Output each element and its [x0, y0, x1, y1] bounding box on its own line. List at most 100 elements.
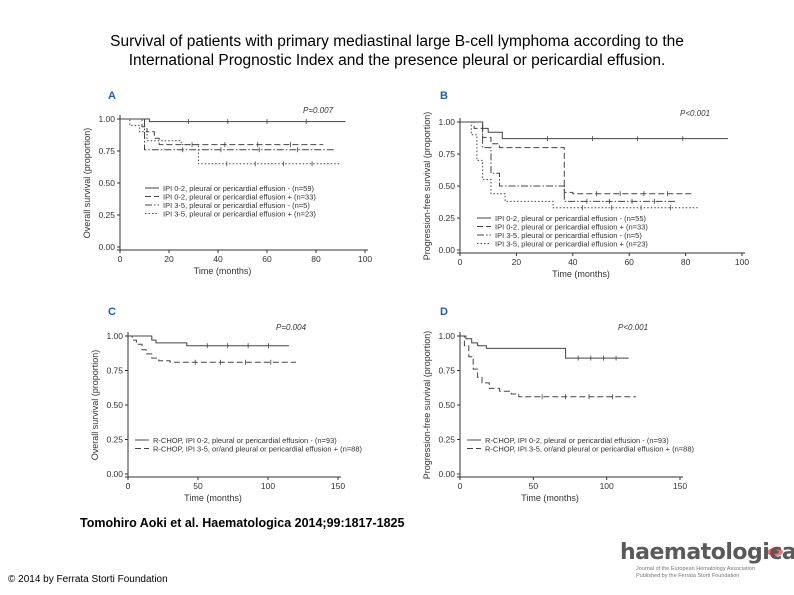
legend-entry: R-CHOP, IPI 3-5, or/and pleural or peric… — [485, 445, 694, 454]
panel-a: A 0.00 0.25 0.50 0.75 1.00 0 20 40 60 80 100 Time (m… — [80, 84, 380, 284]
x-tick-label: 100 — [735, 257, 749, 267]
y-tick-label: 1.00 — [98, 114, 115, 124]
y-tick-label: 0.25 — [438, 213, 455, 223]
x-tick-label: 20 — [512, 257, 522, 267]
x-tick-label: 0 — [118, 254, 123, 264]
p-value: P<0.001 — [618, 323, 648, 332]
legend-entry: IPI 0-2, pleural or pericardial effusion… — [495, 223, 648, 232]
km-curve — [460, 121, 692, 195]
y-tick-label: 0.75 — [438, 149, 455, 159]
y-tick-label: 0.75 — [438, 366, 455, 376]
p-value: P=0.007 — [303, 106, 334, 115]
y-tick-label: 0.25 — [106, 435, 123, 445]
chart-d: D 0.00 0.25 0.50 0.75 1.00 0 50 100 150 Time (mont… — [422, 306, 694, 503]
chart-c: C 0.00 0.25 0.50 0.75 1.00 0 50 100 150 Time (mont… — [90, 306, 362, 503]
x-tick-label: 0 — [126, 481, 131, 491]
y-tick-label: 0.25 — [438, 435, 455, 445]
km-curve — [120, 118, 324, 146]
legend-entry: R-CHOP, IPI 0-2, pleural or pericardial … — [485, 436, 669, 445]
panel-d: D 0.00 0.25 0.50 0.75 1.00 0 50 100 150 Time (mont… — [412, 300, 712, 505]
y-tick-label: 0.25 — [98, 210, 115, 220]
km-curve — [460, 121, 728, 140]
x-tick-label: 150 — [673, 481, 687, 491]
logo-wordmark: haematologica — [620, 540, 794, 565]
y-tick-label: 0.50 — [106, 400, 123, 410]
copyright: © 2014 by Ferrata Storti Foundation — [8, 574, 168, 585]
chart-body: A 0.00 0.25 0.50 0.75 1.00 0 20 40 60 80 100 Time (m… — [82, 90, 372, 276]
km-curve — [460, 335, 636, 398]
x-axis-label: Time (months) — [521, 493, 579, 503]
haematologica-logo: haematologica Journal of the European He… — [600, 540, 794, 585]
title-line-2: International Prognostic Index and the p… — [128, 52, 666, 69]
x-tick-label: 50 — [529, 481, 539, 491]
km-curve — [120, 118, 346, 123]
x-tick-label: 0 — [458, 257, 463, 267]
y-tick-label: 0.00 — [438, 469, 455, 479]
y-tick-label: 0.50 — [98, 178, 115, 188]
panel-letter: D — [440, 306, 448, 318]
x-tick-label: 60 — [624, 257, 634, 267]
p-value: P=0.004 — [276, 323, 307, 332]
legend-entry: IPI 0-2, pleural or pericardial effusion… — [495, 214, 646, 223]
km-curve — [120, 118, 336, 151]
km-curve — [460, 121, 700, 209]
x-axis-label: Time (months) — [184, 493, 242, 503]
y-axis-label: Progression-free survival (proportion) — [422, 331, 432, 480]
x-tick-label: 50 — [193, 481, 203, 491]
km-curve — [128, 335, 296, 363]
legend-entry: IPI 0-2, pleural or pericardial effusion… — [163, 193, 316, 202]
logo-subtitle-1: Journal of the European Hematology Assoc… — [636, 566, 755, 572]
y-axis-label: Overall survival (proportion) — [82, 128, 92, 239]
y-tick-label: 0.00 — [438, 245, 455, 255]
panel-letter: B — [440, 90, 448, 102]
panel-b: B 0.00 0.25 0.50 0.75 1.00 0 20 40 60 80 100 Time (m… — [412, 84, 752, 289]
legend-entry: IPI 0-2, pleural or pericardial effusion… — [163, 184, 314, 193]
x-tick-label: 40 — [213, 254, 223, 264]
panel-c: C 0.00 0.25 0.50 0.75 1.00 0 50 100 150 Time (mont… — [80, 300, 380, 505]
x-tick-label: 20 — [164, 254, 174, 264]
x-tick-label: 150 — [331, 481, 345, 491]
chart-a: A 0.00 0.25 0.50 0.75 1.00 0 20 40 60 80 100 Time (m… — [82, 90, 372, 276]
x-axis-label: Time (months) — [194, 266, 252, 276]
y-tick-label: 0.75 — [106, 366, 123, 376]
x-tick-label: 100 — [600, 481, 614, 491]
logo-emblem-icon — [767, 548, 783, 556]
y-axis-label: Overall survival (proportion) — [90, 350, 100, 461]
chart-body: C 0.00 0.25 0.50 0.75 1.00 0 50 100 150 Time (mont… — [90, 306, 362, 503]
x-tick-label: 100 — [358, 254, 372, 264]
legend-entry: IPI 3-5, pleural or pericardial effusion… — [163, 201, 310, 210]
legend-entry: IPI 3-5, pleural or pericardial effusion… — [495, 231, 642, 240]
y-axis-label: Progression-free survival (proportion) — [422, 112, 432, 261]
y-tick-label: 0.75 — [98, 146, 115, 156]
y-tick-label: 0.00 — [98, 242, 115, 252]
km-curve — [120, 118, 341, 165]
y-tick-label: 0.50 — [438, 181, 455, 191]
p-value: P<0.001 — [680, 109, 710, 118]
y-tick-label: 1.00 — [106, 331, 123, 341]
figure-title: Survival of patients with primary medias… — [40, 32, 754, 70]
x-axis-label: Time (months) — [552, 269, 610, 279]
x-tick-label: 60 — [262, 254, 272, 264]
km-curve — [460, 335, 629, 359]
x-tick-label: 100 — [261, 481, 275, 491]
y-tick-label: 0.00 — [106, 469, 123, 479]
chart-body: B 0.00 0.25 0.50 0.75 1.00 0 20 40 60 80 100 Time (m… — [422, 90, 749, 279]
y-tick-label: 1.00 — [438, 331, 455, 341]
x-tick-label: 40 — [568, 257, 578, 267]
km-curve — [128, 335, 289, 347]
legend-entry: R-CHOP, IPI 0-2, pleural or pericardial … — [153, 436, 337, 445]
x-tick-label: 80 — [681, 257, 691, 267]
legend-entry: IPI 3-5, pleural or pericardial effusion… — [163, 210, 316, 219]
legend-entry: IPI 3-5, pleural or pericardial effusion… — [495, 240, 648, 249]
chart-body: D 0.00 0.25 0.50 0.75 1.00 0 50 100 150 Time (mont… — [422, 306, 694, 503]
panel-letter: A — [108, 90, 116, 102]
legend-entry: R-CHOP, IPI 3-5, or/and pleural or peric… — [153, 445, 362, 454]
panel-letter: C — [108, 306, 116, 318]
km-curve — [460, 121, 678, 202]
chart-b: B 0.00 0.25 0.50 0.75 1.00 0 20 40 60 80 100 Time (m… — [422, 90, 749, 279]
citation: Tomohiro Aoki et al. Haematologica 2014;… — [80, 516, 405, 530]
y-tick-label: 1.00 — [438, 117, 455, 127]
x-tick-label: 0 — [458, 481, 463, 491]
logo-subtitle-2: Published by the Ferrata Storti Foundati… — [636, 573, 740, 579]
title-line-1: Survival of patients with primary medias… — [110, 33, 684, 50]
